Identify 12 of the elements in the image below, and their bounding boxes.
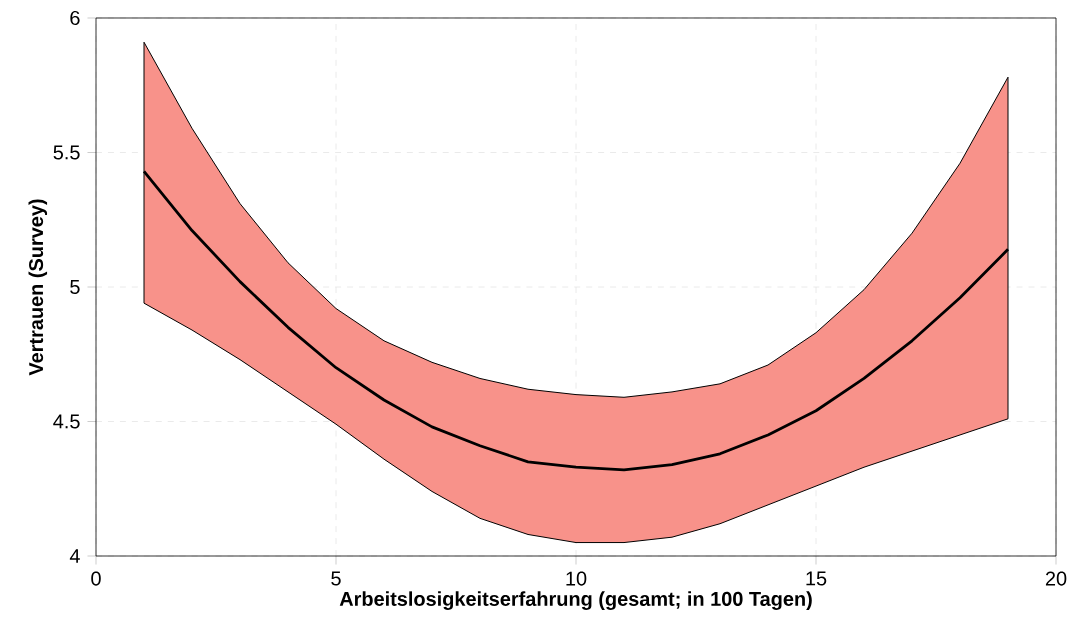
x-tick-label: 15 bbox=[806, 571, 827, 586]
y-tick-label: 4.5 bbox=[53, 414, 80, 429]
y-tick-label: 6 bbox=[70, 10, 80, 26]
y-axis-title: Vertrauen (Survey) bbox=[28, 199, 48, 376]
x-tick-label: 0 bbox=[91, 571, 101, 586]
x-axis-title: Arbeitslosigkeitserfahrung (gesamt; in 100 Tagen) bbox=[339, 591, 812, 610]
x-tick-label: 10 bbox=[566, 571, 587, 586]
x-tick-label: 5 bbox=[331, 571, 341, 586]
y-tick-label: 5.5 bbox=[53, 145, 80, 160]
y-tick-label: 4 bbox=[69, 549, 80, 563]
x-tick-label: 20 bbox=[1045, 571, 1067, 586]
y-tick-label: 5 bbox=[70, 280, 80, 294]
